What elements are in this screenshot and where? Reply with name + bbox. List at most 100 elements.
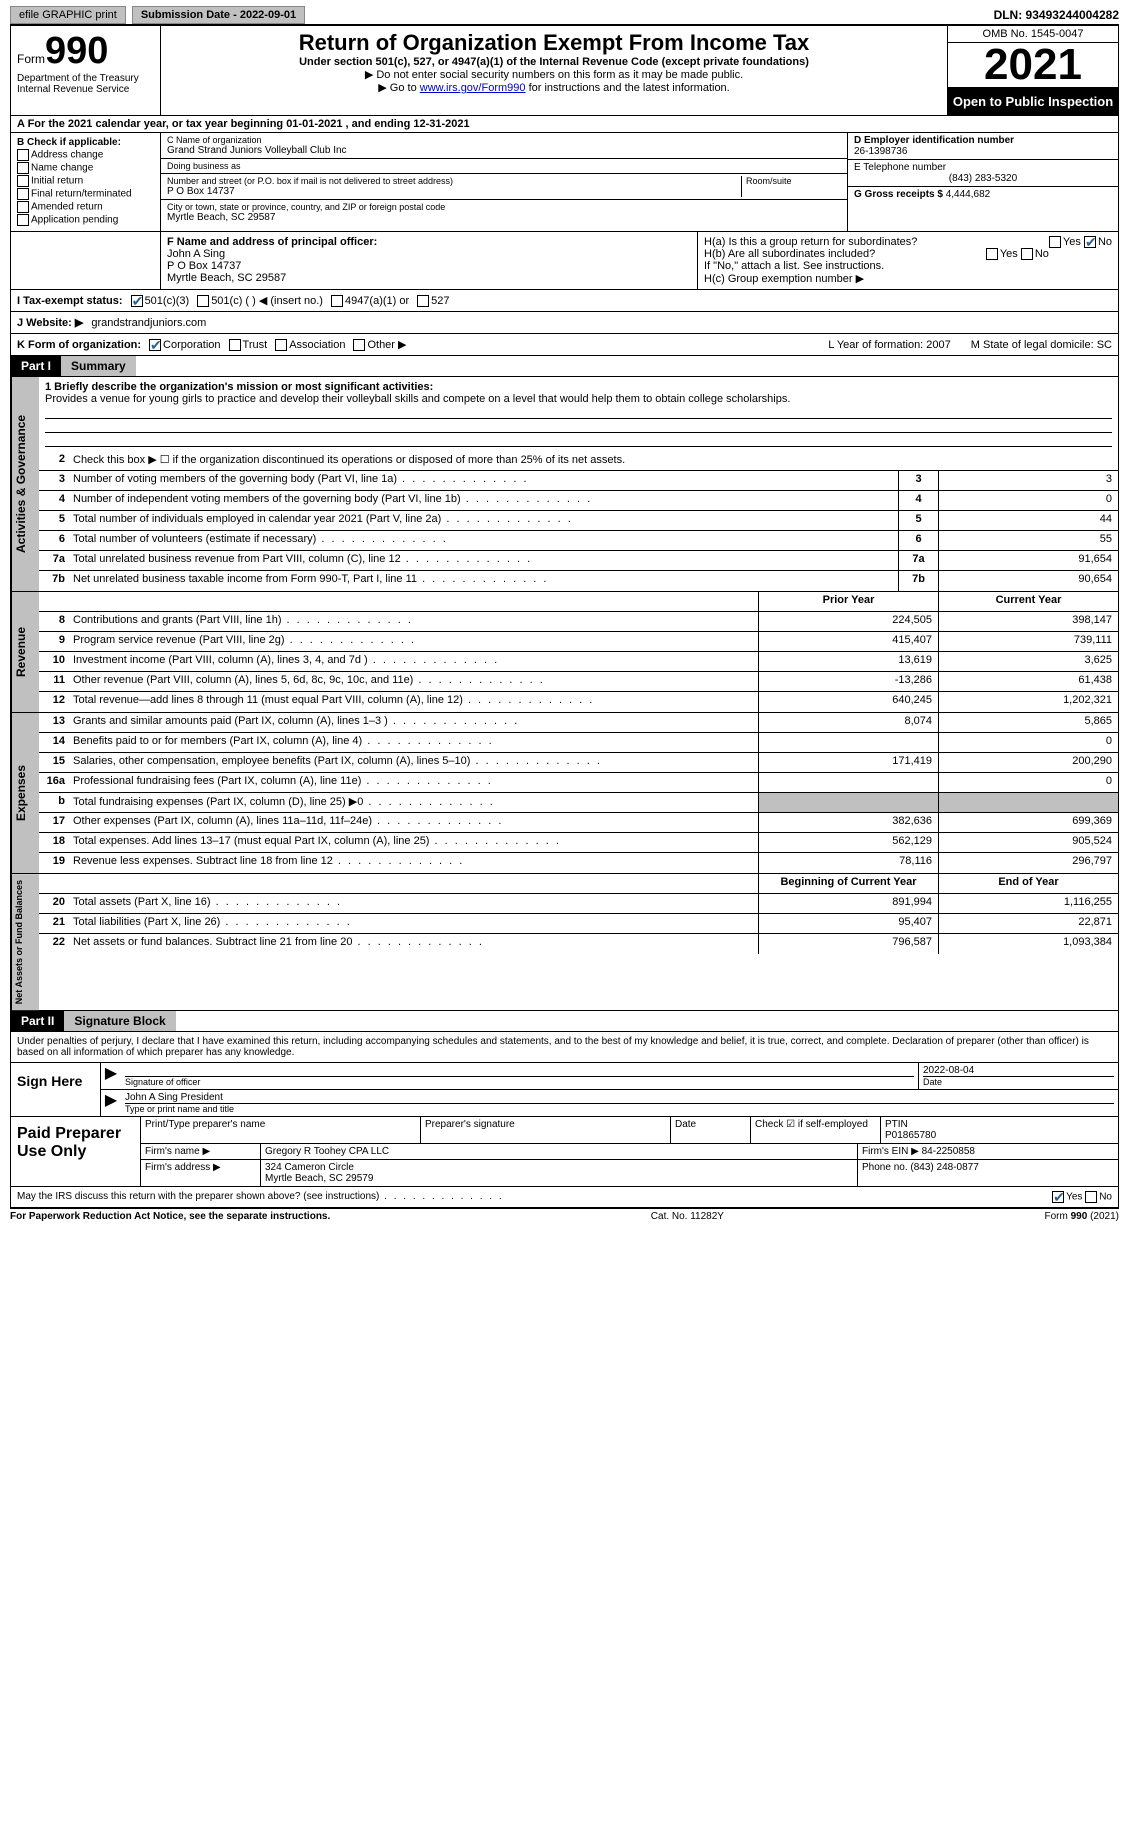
line-3: 3Number of voting members of the governi… — [39, 471, 1118, 491]
tax-status-label: I Tax-exempt status: — [17, 295, 123, 307]
chk-501c3[interactable]: 501(c)(3) — [131, 295, 190, 307]
form-title: Return of Organization Exempt From Incom… — [169, 30, 939, 56]
submission-date: Submission Date - 2022-09-01 — [132, 6, 305, 24]
chk-trust[interactable]: Trust — [229, 339, 268, 351]
prep-date-label: Date — [671, 1117, 751, 1143]
form-org-label: K Form of organization: — [17, 339, 141, 351]
arrow-icon: ▶ — [101, 1090, 121, 1116]
mission-text: Provides a venue for young girls to prac… — [45, 393, 1112, 405]
page-footer: For Paperwork Reduction Act Notice, see … — [10, 1208, 1119, 1224]
chk-501c[interactable]: 501(c) ( ) ◀ (insert no.) — [197, 294, 323, 307]
efile-print-button[interactable]: efile GRAPHIC print — [10, 6, 126, 24]
col-c-org-info: C Name of organization Grand Strand Juni… — [161, 133, 848, 231]
block-fh: F Name and address of principal officer:… — [10, 232, 1119, 290]
firm-ein-label: Firm's EIN ▶ — [862, 1146, 919, 1157]
footer-form: Form 990 (2021) — [1045, 1211, 1119, 1222]
chk-4947[interactable]: 4947(a)(1) or — [331, 295, 409, 307]
line-14: 14Benefits paid to or for members (Part … — [39, 733, 1118, 753]
line-7b: 7bNet unrelated business taxable income … — [39, 571, 1118, 591]
box-b-title: B Check if applicable: — [17, 137, 154, 148]
ein-value: 26-1398736 — [854, 146, 1112, 157]
sig-name-value: John A Sing President — [125, 1092, 1114, 1103]
discuss-row: May the IRS discuss this return with the… — [11, 1186, 1118, 1207]
part2-header-row: Part II Signature Block — [10, 1011, 1119, 1032]
open-inspection: Open to Public Inspection — [948, 88, 1118, 115]
footer-pra: For Paperwork Reduction Act Notice, see … — [10, 1211, 330, 1222]
chk-address-change[interactable]: Address change — [17, 149, 154, 161]
prep-name-label: Print/Type preparer's name — [141, 1117, 421, 1143]
side-label-revenue: Revenue — [11, 592, 39, 712]
sign-here-label: Sign Here — [11, 1063, 101, 1116]
addr-label: Number and street (or P.O. box if mail i… — [167, 176, 741, 186]
room-label: Room/suite — [746, 176, 841, 186]
dba-label: Doing business as — [167, 161, 841, 171]
chk-association[interactable]: Association — [275, 339, 345, 351]
arrow-icon: ▶ — [101, 1063, 121, 1089]
state-domicile: M State of legal domicile: SC — [971, 339, 1112, 351]
form-subtitle: Under section 501(c), 527, or 4947(a)(1)… — [169, 56, 939, 68]
org-city: Myrtle Beach, SC 29587 — [167, 212, 841, 223]
chk-527[interactable]: 527 — [417, 295, 449, 307]
line-6: 6Total number of volunteers (estimate if… — [39, 531, 1118, 551]
part1-title: Summary — [61, 356, 136, 376]
gross-label: G Gross receipts $ — [854, 189, 943, 200]
col-headers-netassets: Beginning of Current Year End of Year — [39, 874, 1118, 894]
prep-sig-label: Preparer's signature — [421, 1117, 671, 1143]
col-headers-revenue: Prior Year Current Year — [39, 592, 1118, 612]
part1-header-row: Part I Summary — [10, 356, 1119, 377]
sign-here-row: Sign Here ▶ Signature of officer 2022-08… — [11, 1062, 1118, 1116]
form-note-2: ▶ Go to www.irs.gov/Form990 for instruct… — [169, 81, 939, 94]
row-a-tax-year: A For the 2021 calendar year, or tax yea… — [10, 116, 1119, 133]
line-8: 8Contributions and grants (Part VIII, li… — [39, 612, 1118, 632]
tax-year: 2021 — [948, 43, 1118, 88]
part2-label: Part II — [11, 1011, 64, 1031]
ptin-label: PTIN — [885, 1119, 1114, 1130]
top-bar: efile GRAPHIC print Submission Date - 20… — [10, 6, 1119, 25]
line-12: 12Total revenue—add lines 8 through 11 (… — [39, 692, 1118, 712]
city-label: City or town, state or province, country… — [167, 202, 841, 212]
discuss-text: May the IRS discuss this return with the… — [17, 1191, 504, 1203]
line-19: 19Revenue less expenses. Subtract line 1… — [39, 853, 1118, 873]
mission-block: 1 Briefly describe the organization's mi… — [39, 377, 1118, 451]
dept-treasury: Department of the Treasury Internal Reve… — [17, 73, 154, 95]
row-i-tax-status: I Tax-exempt status: 501(c)(3) 501(c) ( … — [10, 290, 1119, 312]
col-h-group: H(a) Is this a group return for subordin… — [698, 232, 1118, 289]
chk-initial-return[interactable]: Initial return — [17, 175, 154, 187]
chk-other[interactable]: Other ▶ — [353, 338, 406, 351]
website-value: grandstrandjuniors.com — [91, 317, 206, 329]
footer-cat: Cat. No. 11282Y — [651, 1211, 724, 1222]
chk-amended-return[interactable]: Amended return — [17, 201, 154, 213]
ein-label: D Employer identification number — [854, 135, 1112, 146]
ptin-value: P01865780 — [885, 1130, 1114, 1141]
chk-application-pending[interactable]: Application pending — [17, 214, 154, 226]
officer-addr2: Myrtle Beach, SC 29587 — [167, 272, 691, 284]
chk-final-return[interactable]: Final return/terminated — [17, 188, 154, 200]
form-note-1: ▶ Do not enter social security numbers o… — [169, 68, 939, 81]
discuss-yes-no[interactable]: Yes No — [1052, 1191, 1112, 1203]
expenses-section: Expenses 13Grants and similar amounts pa… — [10, 713, 1119, 874]
spacer — [11, 232, 161, 289]
irs-link[interactable]: www.irs.gov/Form990 — [420, 82, 526, 94]
officer-name: John A Sing — [167, 248, 691, 260]
phone-label: E Telephone number — [854, 162, 1112, 173]
prep-check-self: Check ☑ if self-employed — [751, 1117, 881, 1143]
form-header: Form990 Department of the Treasury Inter… — [10, 25, 1119, 116]
block-bcd: B Check if applicable: Address change Na… — [10, 133, 1119, 232]
mission-label: 1 Briefly describe the organization's mi… — [45, 381, 1112, 393]
chk-name-change[interactable]: Name change — [17, 162, 154, 174]
line-b: bTotal fundraising expenses (Part IX, co… — [39, 793, 1118, 813]
row-j-website: J Website: ▶ grandstrandjuniors.com — [10, 312, 1119, 334]
form-label: Form — [17, 52, 45, 66]
side-label-netassets: Net Assets or Fund Balances — [11, 874, 39, 1010]
firm-name-value: Gregory R Toohey CPA LLC — [261, 1144, 858, 1159]
org-name: Grand Strand Juniors Volleyball Club Inc — [167, 145, 841, 156]
ha-question: H(a) Is this a group return for subordin… — [704, 236, 1112, 248]
side-label-activities: Activities & Governance — [11, 377, 39, 591]
chk-corporation[interactable]: Corporation — [149, 339, 220, 351]
activities-governance-section: Activities & Governance 1 Briefly descri… — [10, 377, 1119, 592]
firm-ein-value: 84-2250858 — [922, 1146, 975, 1157]
line-22: 22Net assets or fund balances. Subtract … — [39, 934, 1118, 954]
officer-addr1: P O Box 14737 — [167, 260, 691, 272]
signature-block: Under penalties of perjury, I declare th… — [10, 1032, 1119, 1208]
line-18: 18Total expenses. Add lines 13–17 (must … — [39, 833, 1118, 853]
